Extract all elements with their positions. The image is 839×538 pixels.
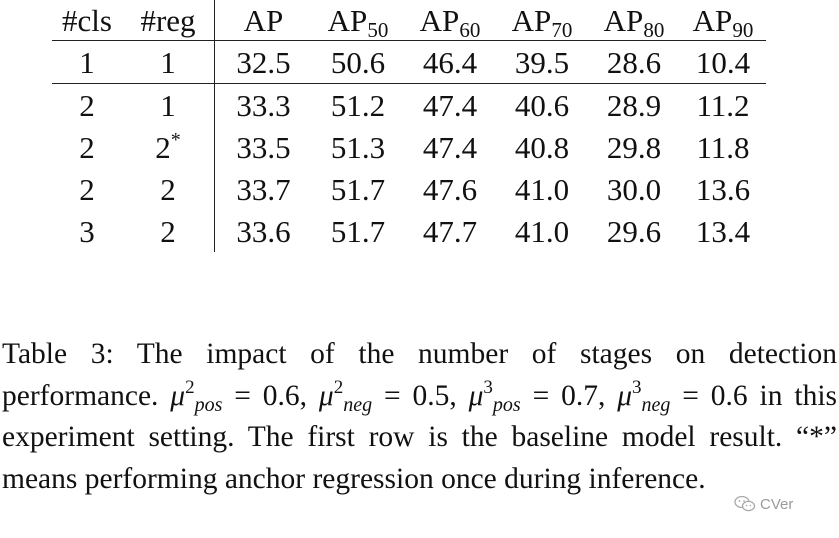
caption-math-2: μ2neg = 0.5, — [318, 376, 469, 416]
cell-ap80: 30.0 — [606, 171, 662, 207]
cell-ap60: 47.6 — [422, 171, 478, 207]
header-ap70: AP70 — [496, 0, 588, 41]
cell-cls: 3 — [79, 213, 95, 249]
table-row: 2 2 33.7 51.7 47.6 41.0 30.0 13.6 — [52, 168, 766, 210]
cell-ap70: 40.6 — [514, 87, 570, 123]
header-ap60: AP60 — [404, 0, 496, 41]
asterisk-mark: * — [170, 128, 181, 151]
table-row: 2 2* 33.5 51.3 47.4 40.8 29.8 11.8 — [52, 126, 766, 168]
cell-cls: 2 — [79, 87, 95, 123]
cell-ap90: 13.4 — [695, 213, 751, 249]
cell-ap70: 39.5 — [496, 40, 588, 84]
results-table: #cls #reg AP AP50 AP60 AP70 AP80 AP90 1 … — [52, 0, 766, 252]
cell-ap80: 28.9 — [606, 87, 662, 123]
cell-ap70: 41.0 — [514, 213, 570, 249]
watermark-text: CVer — [760, 495, 794, 513]
cell-cls: 2 — [79, 129, 95, 165]
cell-ap80: 29.6 — [606, 213, 662, 249]
cell-reg: 2* — [155, 128, 181, 165]
cell-ap50: 50.6 — [312, 40, 404, 84]
caption-math-1: μ2pos = 0.6, — [170, 376, 319, 416]
cell-ap90: 11.8 — [696, 129, 750, 165]
cell-ap50: 51.2 — [330, 87, 386, 123]
cell-reg: 1 — [160, 87, 176, 123]
cell-ap90: 10.4 — [680, 40, 766, 84]
cell-cls: 2 — [79, 171, 95, 207]
table-row-baseline: 1 1 32.5 50.6 46.4 39.5 28.6 10.4 — [52, 40, 766, 84]
cell-ap60: 47.4 — [422, 129, 478, 165]
caption-lead: Table 3: The impact of the number of sta… — [2, 338, 837, 412]
header-reg: #reg — [122, 0, 215, 41]
caption-math-3: μ3pos = 0.7, — [468, 376, 618, 416]
cell-ap70: 41.0 — [514, 171, 570, 207]
table-row: 2 1 33.3 51.2 47.4 40.6 28.9 11.2 — [52, 83, 766, 126]
header-ap90: AP90 — [680, 0, 766, 41]
caption-math-4: μ3neg = 0.6 — [617, 376, 748, 416]
cell-ap: 33.6 — [214, 210, 312, 252]
cell-ap60: 46.4 — [404, 40, 496, 84]
cell-ap60: 47.7 — [422, 213, 478, 249]
header-cls: #cls — [52, 0, 122, 41]
cell-cls: 1 — [52, 40, 122, 84]
table-caption: Table 3: The impact of the number of sta… — [2, 334, 837, 500]
cell-ap70: 40.8 — [514, 129, 570, 165]
cell-ap50: 51.3 — [330, 129, 386, 165]
cell-ap: 32.5 — [214, 40, 312, 84]
results-table-container: #cls #reg AP AP50 AP60 AP70 AP80 AP90 1 … — [52, 0, 787, 252]
table-header-row: #cls #reg AP AP50 AP60 AP70 AP80 AP90 — [52, 0, 766, 41]
header-ap: AP — [214, 0, 312, 41]
cell-reg: 1 — [122, 40, 215, 84]
header-ap80: AP80 — [588, 0, 680, 41]
watermark: CVer — [734, 495, 793, 513]
cell-ap: 33.7 — [214, 168, 312, 210]
cell-ap90: 13.6 — [695, 171, 751, 207]
cell-ap80: 29.8 — [606, 129, 662, 165]
header-ap50: AP50 — [312, 0, 404, 41]
cell-ap50: 51.7 — [330, 213, 386, 249]
cell-reg: 2 — [160, 213, 176, 249]
caption-tail: in this experiment setting. The first ro… — [2, 379, 837, 495]
cell-ap: 33.5 — [214, 126, 312, 168]
cell-ap90: 11.2 — [696, 87, 750, 123]
cell-ap50: 51.7 — [330, 171, 386, 207]
cell-ap60: 47.4 — [422, 87, 478, 123]
wechat-icon — [734, 495, 756, 512]
cell-reg: 2 — [160, 171, 176, 207]
table-row: 3 2 33.6 51.7 47.7 41.0 29.6 13.4 — [52, 210, 766, 252]
cell-ap: 33.3 — [214, 83, 312, 126]
cell-ap80: 28.6 — [588, 40, 680, 84]
